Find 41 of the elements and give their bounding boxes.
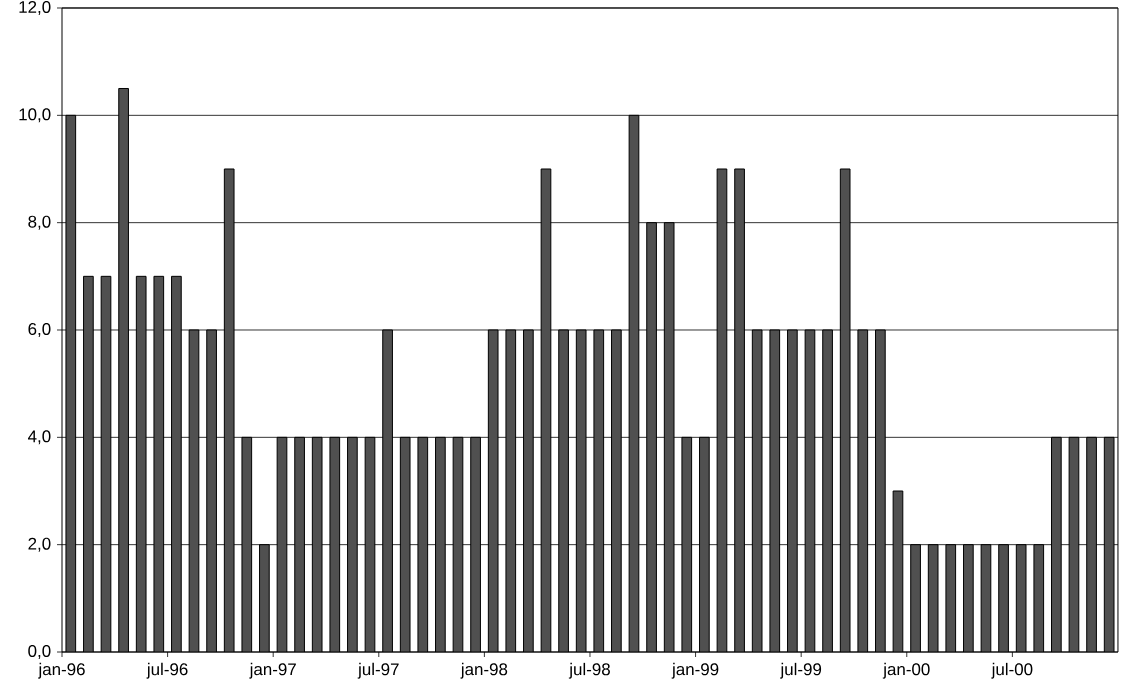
bar — [118, 87, 129, 652]
bar — [259, 544, 270, 652]
bar — [787, 329, 798, 652]
bar — [206, 329, 217, 652]
bar — [171, 275, 182, 652]
bar — [470, 436, 481, 652]
x-tick-label: jan-98 — [460, 662, 508, 679]
x-tick-label: jan-97 — [249, 662, 296, 679]
bar — [875, 329, 886, 652]
bar — [699, 436, 710, 652]
x-tick-label: jan-99 — [671, 662, 719, 679]
bar — [910, 544, 921, 652]
bar — [646, 222, 657, 652]
x-tick-label: jul-00 — [991, 662, 1033, 679]
y-tick-label: 10,0 — [19, 108, 51, 123]
x-tick-label: jul-97 — [357, 662, 399, 679]
x-tick-label: jul-99 — [780, 662, 822, 679]
y-tick-label: 6,0 — [28, 323, 51, 337]
bar — [1051, 436, 1062, 652]
bar — [382, 329, 393, 652]
bar — [963, 544, 974, 652]
bar — [347, 436, 358, 652]
y-tick-label: 4,0 — [28, 430, 51, 445]
bar — [1086, 436, 1097, 652]
y-tick-label: 8,0 — [28, 215, 51, 230]
bar — [83, 275, 94, 652]
x-tick-label: jul-98 — [568, 662, 610, 679]
bar — [611, 329, 622, 652]
bar — [734, 168, 745, 652]
bar — [435, 436, 446, 652]
bar — [294, 436, 305, 652]
bar — [523, 329, 534, 652]
x-tick-label: jul-96 — [146, 662, 188, 679]
y-tick-label: 2,0 — [28, 537, 51, 552]
bar — [822, 329, 833, 652]
x-tick-label: jan-96 — [38, 662, 85, 679]
bar — [558, 329, 569, 652]
y-tick-label: 0,0 — [28, 645, 51, 659]
y-tick-label: 12,0 — [19, 0, 51, 15]
bar — [998, 544, 1009, 652]
x-tick-label: jan-00 — [882, 662, 930, 679]
